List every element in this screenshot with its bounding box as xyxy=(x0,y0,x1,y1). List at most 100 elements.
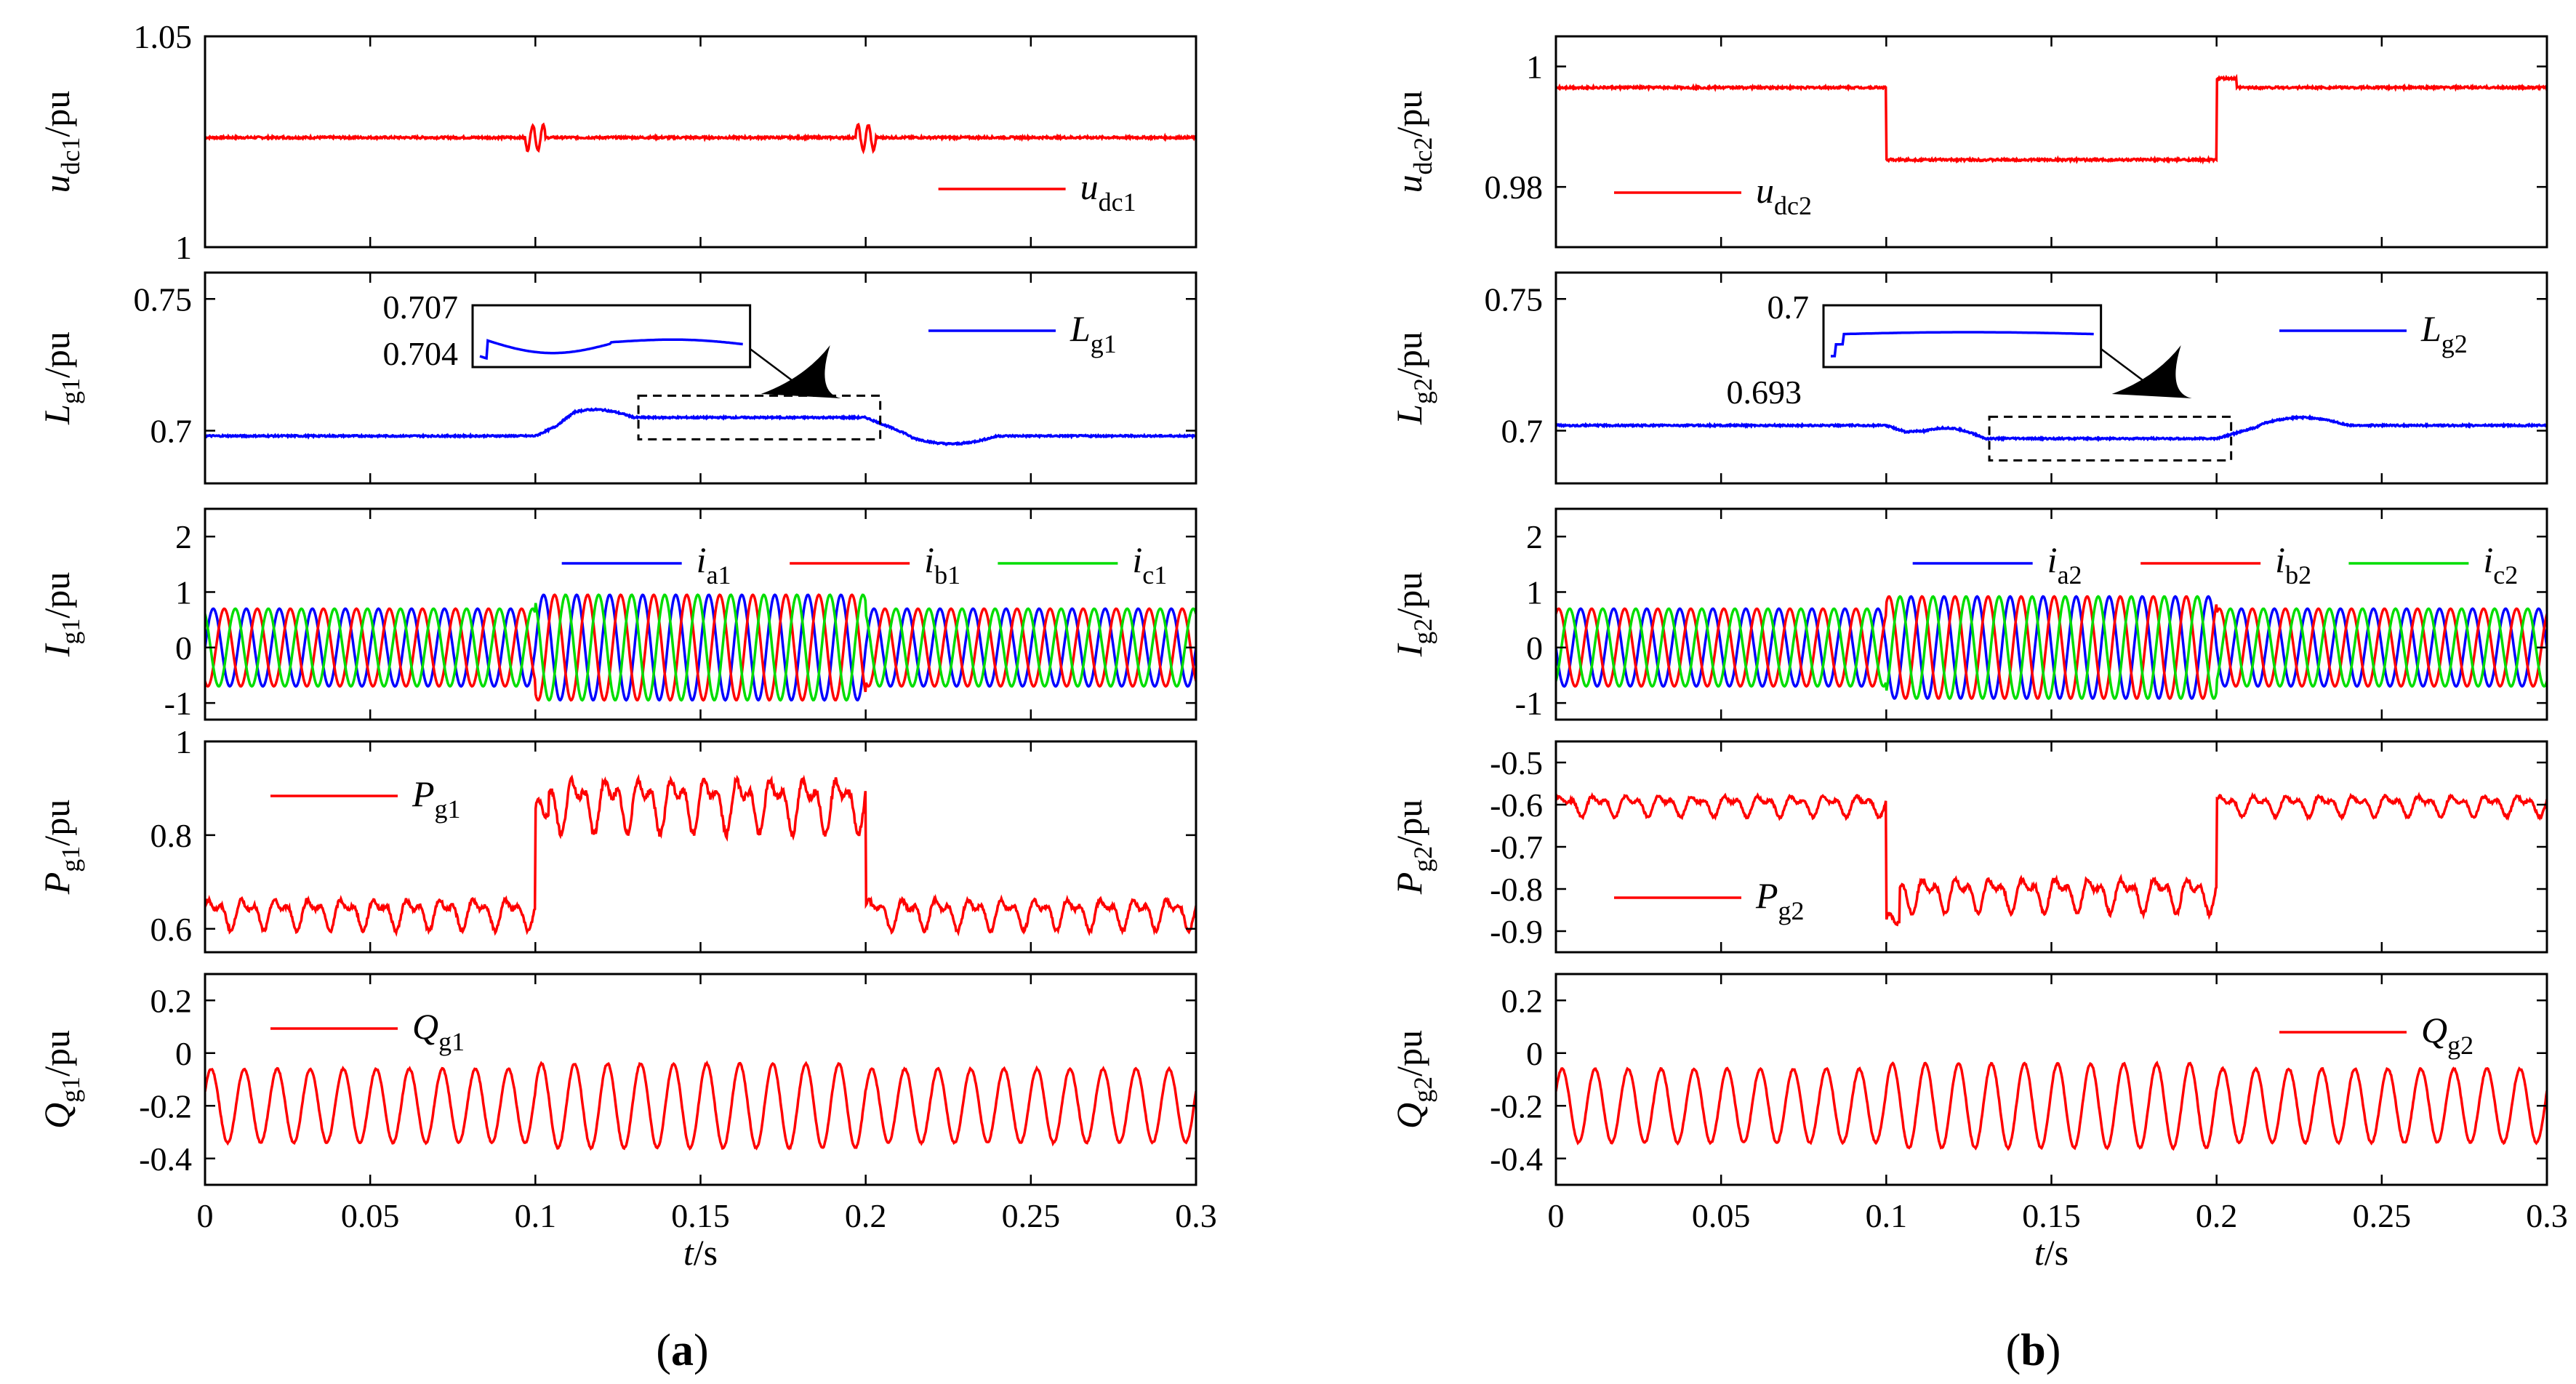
x-tick-text: 0.2 xyxy=(2196,1197,2238,1234)
panel-label-a: (a) xyxy=(656,1326,708,1375)
y-tick-label: 0.7 xyxy=(1501,413,1544,450)
legend-subscript: dc1 xyxy=(1099,188,1136,217)
y-tick-text: 0.7 xyxy=(151,413,193,450)
y-label-symbol: P xyxy=(36,872,77,896)
y-label-symbol: I xyxy=(36,643,77,657)
y-label-symbol: u xyxy=(36,174,77,193)
y-label-symbol: P xyxy=(1389,872,1429,896)
series-line-i_a1 xyxy=(205,593,1196,702)
y-axis-label: Pg1/pu xyxy=(36,800,85,895)
legend-subscript: b2 xyxy=(2285,560,2311,590)
legend-label-L_g2: Lg2 xyxy=(2420,308,2468,358)
x-tick-label: 0.15 xyxy=(671,1197,730,1234)
x-tick-label: 0 xyxy=(197,1197,214,1234)
legend-subscript: b1 xyxy=(934,560,960,590)
plot-frame xyxy=(204,973,1197,1186)
y-tick-label: 0.75 xyxy=(1485,281,1544,318)
x-axis-label-a: t/s xyxy=(683,1232,718,1273)
x-tick-label: 0.2 xyxy=(845,1197,887,1234)
inset-value-upper: 0.7 xyxy=(1768,289,1810,326)
legend-symbol: P xyxy=(412,773,435,814)
y-tick-label: 2 xyxy=(1526,518,1543,555)
panel-letter: b xyxy=(2021,1326,2045,1375)
y-axis-label: Lg2/pu xyxy=(1389,331,1437,425)
y-tick-text: 1.05 xyxy=(134,18,193,55)
x-label-symbol: t xyxy=(2034,1232,2045,1273)
panel-paren-open: ( xyxy=(656,1326,671,1375)
series-line-P_g2 xyxy=(1556,791,2547,927)
panel-paren-close: ) xyxy=(694,1326,709,1375)
y-tick-label: 2 xyxy=(175,518,192,555)
y-tick-text: -0.6 xyxy=(1490,786,1543,824)
y-axis-label: Ig2/pu xyxy=(1389,572,1437,658)
plot-frame xyxy=(1554,35,2548,249)
y-label-subscript: dc1 xyxy=(56,137,85,174)
legend-subscript: g2 xyxy=(2447,1031,2473,1060)
y-label-unit: /pu xyxy=(1389,331,1429,378)
y-tick-label: 1 xyxy=(175,574,192,611)
inset-value-upper: 0.707 xyxy=(383,289,459,326)
plot-frame xyxy=(204,35,1197,249)
legend-subscript: g1 xyxy=(435,794,461,824)
x-tick-text: 0.2 xyxy=(845,1197,887,1234)
legend-symbol: L xyxy=(2420,308,2441,349)
y-tick-label: 1 xyxy=(1526,48,1543,85)
y-label-symbol: Q xyxy=(1389,1103,1429,1129)
y-label-subscript: g1 xyxy=(56,1077,85,1103)
y-tick-label: 1 xyxy=(175,229,192,266)
y-tick-text: -0.8 xyxy=(1490,871,1543,908)
y-label-unit: /pu xyxy=(36,572,77,619)
panel-label-b: (b) xyxy=(2006,1326,2061,1375)
legend-label-i_a2: ia2 xyxy=(2047,539,2082,590)
y-tick-label: -0.2 xyxy=(139,1087,192,1124)
y-tick-label: 0.2 xyxy=(151,982,193,1019)
series-line-i_c1 xyxy=(205,593,1196,702)
legend-subscript: g1 xyxy=(438,1027,465,1056)
y-tick-text: 0.75 xyxy=(134,281,193,318)
y-label-subscript: g2 xyxy=(1408,1077,1437,1103)
y-label-symbol: L xyxy=(36,404,77,425)
legend-label-i_c2: ic2 xyxy=(2483,539,2518,590)
inset-box xyxy=(471,304,752,369)
series-line-i_b2 xyxy=(1556,595,2547,701)
legend-symbol: u xyxy=(1756,170,1774,211)
legend-subscript: a2 xyxy=(2058,560,2082,590)
inset-leader xyxy=(2100,348,2146,382)
series-line-P_g1 xyxy=(205,773,1196,937)
x-axis-label-b: t/s xyxy=(2034,1232,2069,1273)
legend-symbol: i xyxy=(2047,539,2058,580)
series-line-u_dc1 xyxy=(205,122,1196,155)
y-tick-text: -1 xyxy=(1515,685,1543,722)
legend-label-i_a1: ia1 xyxy=(697,539,731,590)
x-label-unit: /s xyxy=(694,1232,718,1273)
legend-label-i_b2: ib2 xyxy=(2275,539,2311,590)
y-label-unit: /pu xyxy=(1389,91,1429,137)
x-tick-label: 0.2 xyxy=(2196,1197,2238,1234)
y-tick-label: -1 xyxy=(164,685,192,722)
legend-subscript: c2 xyxy=(2493,560,2518,590)
x-tick-label: 0.25 xyxy=(2353,1197,2412,1234)
legend-label-Q_g1: Qg1 xyxy=(412,1006,465,1056)
x-tick-label: 0.05 xyxy=(1692,1197,1751,1234)
y-tick-label: 1.05 xyxy=(134,18,193,55)
inset-label-upper: 0.707 xyxy=(383,289,459,326)
x-label-unit: /s xyxy=(2045,1232,2069,1273)
y-label-unit: /pu xyxy=(36,331,77,378)
y-label-symbol: L xyxy=(1389,404,1429,425)
y-tick-text: 0.2 xyxy=(1501,982,1544,1019)
y-tick-text: 0 xyxy=(1526,1035,1543,1072)
y-label-subscript: g2 xyxy=(1408,846,1437,872)
y-tick-text: 2 xyxy=(1526,518,1543,555)
y-tick-text: 0.2 xyxy=(151,982,193,1019)
series-line-L_g2 xyxy=(1556,414,2547,443)
y-label-unit: /pu xyxy=(1389,1030,1429,1077)
y-label-symbol: Q xyxy=(36,1103,77,1129)
legend-symbol: i xyxy=(1132,539,1142,580)
plot-a-5: -0.4 -0.2 0 0.2 0 0.05 0.1 0.15 0.2 0.25 0.3 Qg1/pu… xyxy=(36,973,1217,1234)
y-label-subscript: g2 xyxy=(1408,619,1437,645)
legend-label-i_c1: ic1 xyxy=(1132,539,1167,590)
